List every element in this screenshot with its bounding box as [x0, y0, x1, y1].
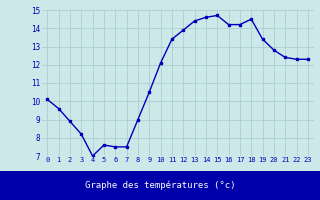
Text: Graphe des températures (°c): Graphe des températures (°c) [85, 181, 235, 190]
